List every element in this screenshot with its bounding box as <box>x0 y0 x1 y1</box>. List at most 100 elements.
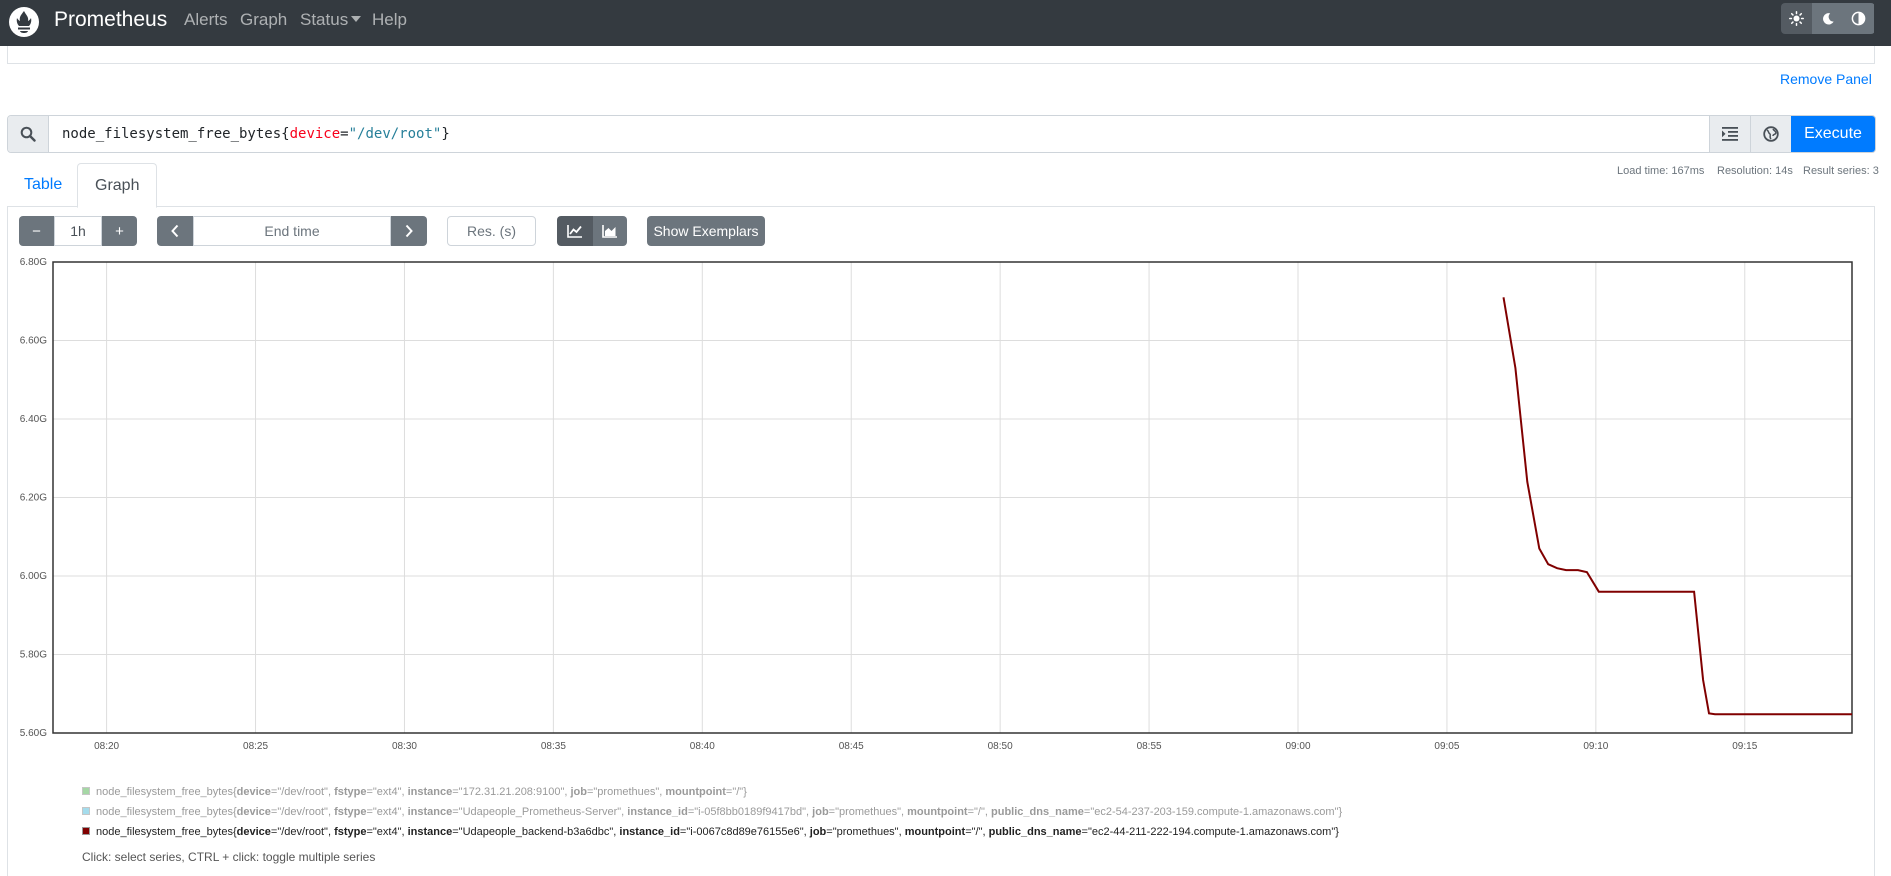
moon-icon <box>1822 12 1834 25</box>
sun-icon <box>1789 11 1804 26</box>
brand-title[interactable]: Prometheus <box>54 8 168 31</box>
legend-label-key: instance_id <box>627 806 688 818</box>
previous-time-button[interactable] <box>157 216 193 246</box>
range-input-group: − 1h + <box>19 216 137 246</box>
legend-label-value: ="/", <box>965 826 989 838</box>
stacked-chart-button[interactable] <box>593 216 627 246</box>
chart-type-group <box>557 216 627 246</box>
decrease-range-button[interactable]: − <box>19 216 54 246</box>
theme-light-button[interactable] <box>1781 3 1812 34</box>
view-tabs: Table Graph <box>7 163 1875 208</box>
legend-label-value: ="/dev/root", <box>270 806 335 818</box>
legend-label-key: instance <box>407 806 453 818</box>
legend-label-value: ="ec2-44-211-222-194.compute-1.amazonaws… <box>1081 826 1336 838</box>
legend-label-key: instance <box>407 826 453 838</box>
legend-label-value: ="/dev/root", <box>270 826 335 838</box>
legend-item[interactable]: node_filesystem_free_bytes{device="/dev/… <box>82 806 1342 818</box>
legend-label-value: ="/" <box>725 786 744 798</box>
remove-panel-link[interactable]: Remove Panel <box>1780 71 1872 87</box>
legend-metric: node_filesystem_free_bytes{ <box>96 826 237 838</box>
nav-alerts[interactable]: Alerts <box>184 10 228 29</box>
load-time: Load time: 167ms <box>1617 165 1705 177</box>
end-time-input[interactable]: End time <box>193 216 391 246</box>
unstacked-chart-button[interactable] <box>557 216 593 246</box>
line-chart-icon <box>567 225 582 238</box>
legend-label-key: fstype <box>334 786 367 798</box>
globe-icon <box>1763 126 1779 142</box>
y-tick-label: 6.20G <box>20 493 47 504</box>
tab-graph[interactable]: Graph <box>77 163 158 208</box>
nav-help[interactable]: Help <box>372 10 407 29</box>
legend-label-value: ="i-05f8bb0189f9417bd", <box>687 806 813 818</box>
legend-label-value: ="ext4", <box>366 806 408 818</box>
y-tick-label: 6.80G <box>20 257 47 268</box>
legend-label-key: device <box>236 786 271 798</box>
expression-input[interactable]: node_filesystem_free_bytes{device="/dev/… <box>49 116 1709 152</box>
resolution: Resolution: 14s <box>1717 165 1793 177</box>
legend-brace: } <box>1335 826 1339 838</box>
theme-toggle-group <box>1781 3 1875 34</box>
legend-label-value: ="promethues", <box>826 826 905 838</box>
range-input[interactable]: 1h <box>54 216 102 246</box>
legend-label-key: instance <box>407 786 453 798</box>
show-exemplars-button[interactable]: Show Exemplars <box>647 216 765 246</box>
legend-label-key: fstype <box>334 806 367 818</box>
tab-table[interactable]: Table <box>24 176 63 193</box>
legend-label-key: fstype <box>334 826 367 838</box>
contrast-icon <box>1851 11 1866 26</box>
x-tick-label: 08:20 <box>94 741 119 752</box>
next-time-button[interactable] <box>391 216 427 246</box>
nav-status-label: Status <box>300 10 349 29</box>
expr-label-value: "/dev/root" <box>348 126 442 142</box>
chevron-down-icon <box>351 16 362 23</box>
navbar: Prometheus Alerts Graph Status Help <box>0 0 1891 46</box>
x-tick-label: 09:05 <box>1434 741 1459 752</box>
expr-metric: node_filesystem_free_bytes <box>62 126 282 142</box>
graph-chart[interactable]: 5.60G 5.80G 6.00G 6.20G 6.40G 6.60G 6.80G 08:2… <box>0 250 1891 760</box>
legend-item[interactable]: node_filesystem_free_bytes{device="/dev/… <box>82 826 1339 838</box>
legend-label-key: mountpoint <box>665 786 726 798</box>
legend-label-key: job <box>812 806 829 818</box>
legend-label-value: ="i-0067c8d89e76155e6", <box>679 826 810 838</box>
nav-status[interactable]: Status <box>300 10 362 30</box>
y-tick-label: 5.80G <box>20 650 47 661</box>
legend-label-value: ="promethues", <box>828 806 908 818</box>
format-indent-icon <box>1722 127 1738 141</box>
legend-label-key: mountpoint <box>904 826 966 838</box>
resolution-input[interactable]: Res. (s) <box>447 216 536 246</box>
legend-label-key: instance_id <box>619 826 680 838</box>
x-tick-label: 08:25 <box>243 741 268 752</box>
y-tick-label: 6.40G <box>20 414 47 425</box>
x-tick-label: 09:10 <box>1583 741 1608 752</box>
increase-range-button[interactable]: + <box>102 216 137 246</box>
search-icon <box>20 126 36 142</box>
area-chart-icon <box>602 225 617 238</box>
chevron-right-icon <box>405 224 413 238</box>
legend-label-key: job <box>570 786 587 798</box>
legend-label-key: job <box>809 826 827 838</box>
legend-label-value: ="ec2-54-237-203-159.compute-1.amazonaws… <box>1083 806 1339 818</box>
legend-item[interactable]: node_filesystem_free_bytes{device="/dev/… <box>82 786 747 798</box>
legend-swatch <box>82 787 90 796</box>
search-icon-box <box>8 116 49 152</box>
legend-label-key: mountpoint <box>907 806 968 818</box>
y-tick-label: 6.60G <box>20 336 47 347</box>
legend-label-key: public_dns_name <box>991 806 1084 818</box>
chart-grid <box>53 261 1852 734</box>
format-expression-button[interactable] <box>1709 116 1750 152</box>
nav-graph[interactable]: Graph <box>240 10 288 29</box>
metrics-explorer-button[interactable] <box>1750 116 1791 152</box>
x-tick-label: 09:00 <box>1285 741 1310 752</box>
series-line[interactable] <box>1502 297 1853 716</box>
theme-dark-button[interactable] <box>1812 3 1843 34</box>
prometheus-logo-icon[interactable] <box>8 6 40 38</box>
legend-brace: } <box>1338 806 1343 818</box>
y-tick-label: 6.00G <box>20 571 47 582</box>
legend-label-value: ="promethues", <box>586 786 666 798</box>
end-time-group: End time <box>157 216 427 246</box>
execute-button[interactable]: Execute <box>1791 116 1875 152</box>
y-tick-label: 5.60G <box>20 728 47 739</box>
x-tick-label: 08:50 <box>988 741 1013 752</box>
graph-panel <box>7 207 1875 876</box>
theme-auto-button[interactable] <box>1843 3 1874 34</box>
